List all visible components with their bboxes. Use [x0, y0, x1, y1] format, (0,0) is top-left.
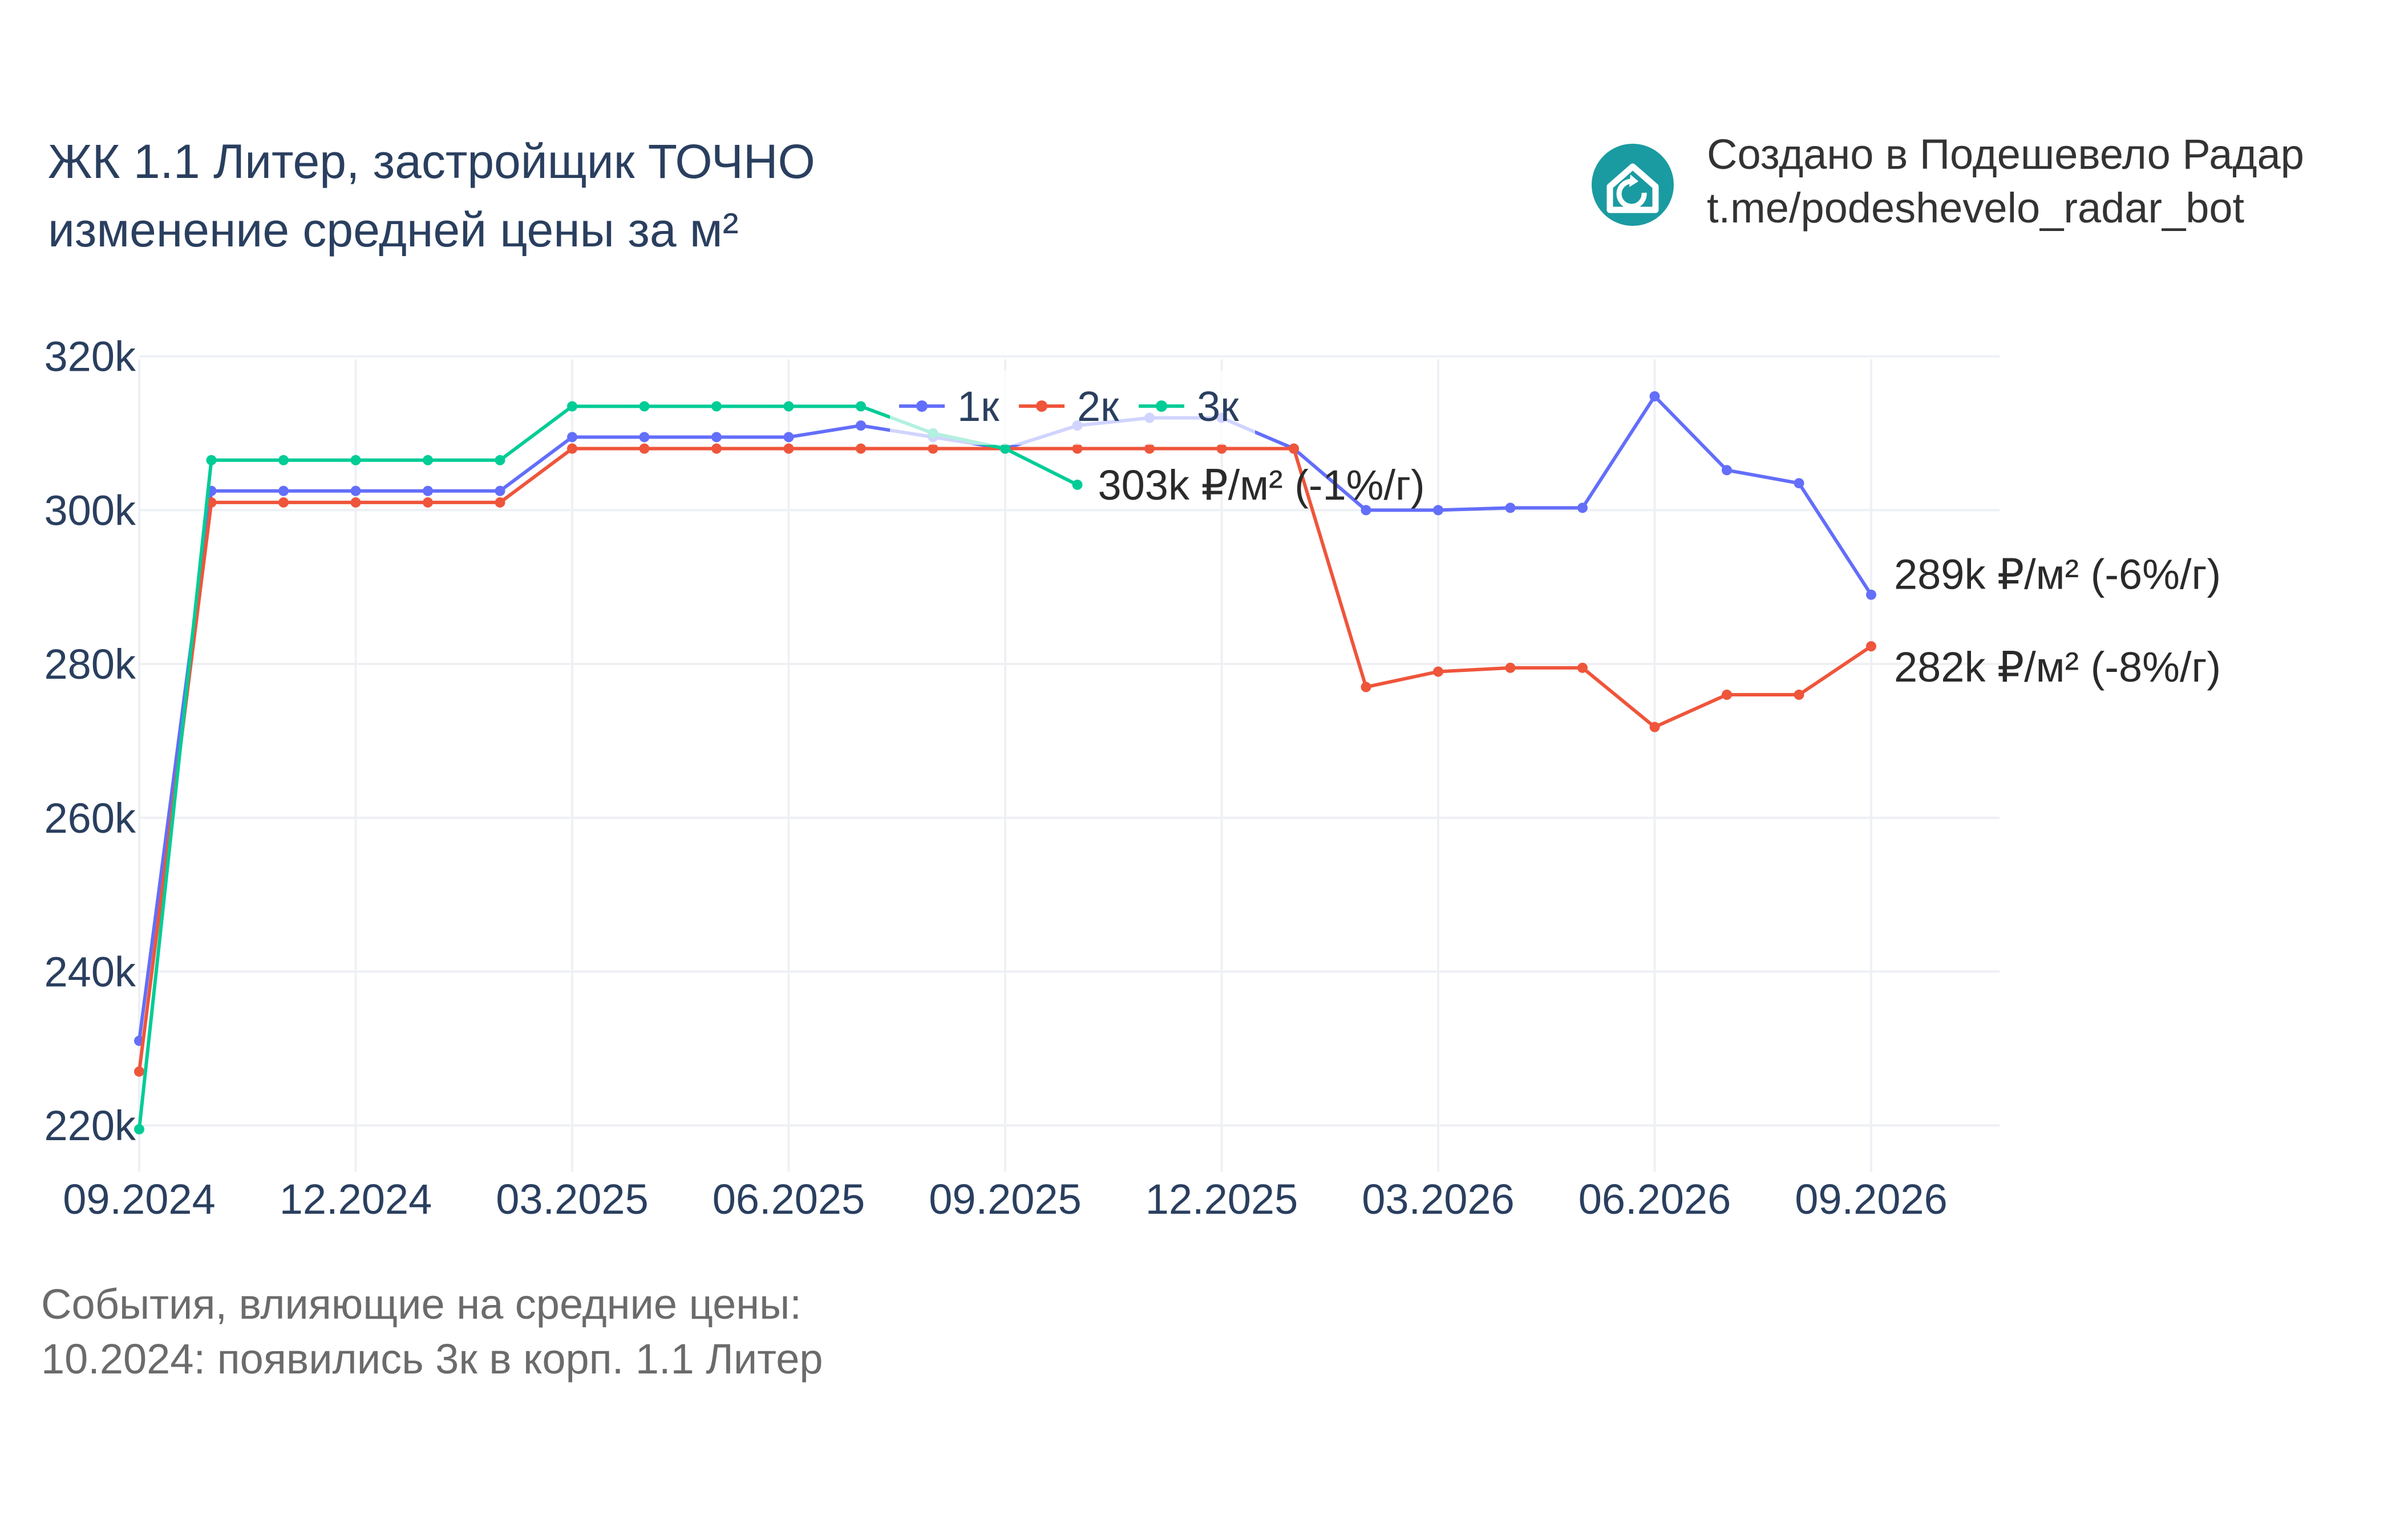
data-point-2к	[928, 443, 938, 454]
data-point-1к	[1361, 505, 1371, 516]
x-tick-label: 09.2025	[929, 1176, 1082, 1223]
legend-item-3к[interactable]: 3к	[1139, 383, 1239, 430]
data-point-1к	[567, 432, 577, 443]
y-tick-label: 260k	[44, 795, 136, 842]
chart-title-line2: изменение средней цены за м²	[48, 203, 739, 257]
data-point-3к	[711, 401, 722, 412]
legend-item-2к[interactable]: 2к	[1019, 383, 1119, 430]
data-point-1к	[711, 432, 722, 443]
data-point-2к	[783, 443, 794, 454]
data-point-1к	[1794, 478, 1804, 489]
chart-title-line1: ЖК 1.1 Литер, застройщик ТОЧНО	[48, 135, 815, 188]
data-point-2к	[1433, 666, 1443, 677]
data-point-2к	[1072, 443, 1083, 454]
data-point-3к	[1072, 479, 1083, 490]
data-point-2к	[134, 1066, 144, 1077]
data-point-1к	[1577, 502, 1588, 513]
y-tick-label: 320k	[44, 333, 136, 380]
credit-line2[interactable]: t.me/podeshevelo_radar_bot	[1707, 184, 2245, 232]
legend-swatch-marker	[1156, 400, 1167, 412]
data-point-1к	[1866, 589, 1876, 600]
data-point-1к	[639, 432, 650, 443]
end-label-2к: 282k ₽/м² (-8%/г)	[1894, 643, 2221, 691]
data-point-2к	[1289, 443, 1299, 454]
data-point-1к	[1649, 391, 1660, 402]
data-point-1к	[1433, 505, 1443, 516]
data-point-3к	[856, 401, 866, 412]
grid-lines	[138, 355, 2000, 1172]
data-point-1к	[350, 485, 361, 496]
data-point-1к	[278, 485, 289, 496]
data-point-1к	[1722, 465, 1732, 476]
data-point-3к	[350, 455, 361, 465]
legend-label: 2к	[1077, 383, 1119, 430]
data-point-3к	[423, 455, 433, 465]
data-point-2к	[278, 497, 289, 508]
data-point-3к	[783, 401, 794, 412]
y-tick-label: 240k	[44, 948, 136, 995]
data-point-2к	[711, 443, 722, 454]
y-axis-ticks: 220k 240k 260k 280k 300k 320k	[44, 333, 136, 1149]
legend-label: 3к	[1197, 383, 1239, 430]
y-tick-label: 220k	[44, 1102, 136, 1149]
data-point-2к	[1577, 662, 1588, 673]
x-tick-label: 03.2026	[1362, 1176, 1515, 1223]
data-point-2к	[350, 497, 361, 508]
x-tick-label: 06.2025	[713, 1176, 865, 1223]
data-point-2к	[1649, 722, 1660, 732]
data-point-2к	[1361, 682, 1371, 692]
x-tick-label: 09.2024	[63, 1176, 216, 1223]
data-point-2к	[1794, 690, 1804, 700]
x-tick-label: 03.2025	[496, 1176, 649, 1223]
data-point-1к	[783, 432, 794, 443]
legend-item-1к[interactable]: 1к	[899, 383, 999, 430]
y-tick-label: 300k	[44, 487, 136, 534]
end-labels: 289k ₽/м² (-6%/г) 282k ₽/м² (-8%/г) 303k ₽…	[1098, 461, 2221, 691]
data-point-3к	[639, 401, 650, 412]
data-point-2к	[567, 443, 577, 454]
data-point-2к	[1216, 443, 1227, 454]
data-point-2к	[1866, 641, 1876, 652]
data-point-3к	[1000, 443, 1010, 454]
data-point-2к	[1144, 443, 1155, 454]
x-tick-label: 09.2026	[1795, 1176, 1948, 1223]
data-point-1к	[423, 485, 433, 496]
legend-swatch-marker	[916, 400, 928, 412]
end-label-1к: 289k ₽/м² (-6%/г)	[1894, 551, 2221, 598]
data-point-2к	[1722, 690, 1732, 700]
data-point-2к	[495, 497, 505, 508]
data-point-2к	[423, 497, 433, 508]
events-heading: События, влияющие на средние цены:	[41, 1280, 802, 1328]
house-refresh-icon	[1592, 144, 1674, 226]
data-point-3к	[278, 455, 289, 465]
data-point-2к	[1505, 662, 1516, 673]
legend-background	[890, 371, 1255, 445]
data-point-3к	[206, 455, 217, 465]
data-point-3к	[495, 455, 505, 465]
x-tick-label: 12.2025	[1146, 1176, 1298, 1223]
data-point-1к	[856, 420, 866, 431]
data-point-2к	[639, 443, 650, 454]
x-tick-label: 06.2026	[1579, 1176, 1731, 1223]
y-tick-label: 280k	[44, 641, 136, 688]
legend-label: 1к	[957, 383, 999, 430]
series-line-3к	[137, 404, 1078, 1130]
event-item: 10.2024: появились 3к в корп. 1.1 Литер	[41, 1335, 823, 1383]
data-point-1к	[1505, 502, 1516, 513]
data-point-1к	[495, 485, 505, 496]
x-axis-ticks: 09.2024 12.2024 03.2025 06.2025 09.2025 12.20…	[63, 1176, 1948, 1223]
x-tick-label: 12.2024	[280, 1176, 432, 1223]
data-point-2к	[856, 443, 866, 454]
credit-line1: Создано в Подешевело Радар	[1707, 131, 2304, 178]
legend-swatch-marker	[1036, 400, 1047, 412]
data-point-3к	[567, 401, 577, 412]
end-label-3к: 303k ₽/м² (-1%/г)	[1098, 461, 1425, 509]
legend[interactable]: 1к 2к 3к	[890, 371, 1255, 445]
data-point-3к	[134, 1124, 144, 1134]
